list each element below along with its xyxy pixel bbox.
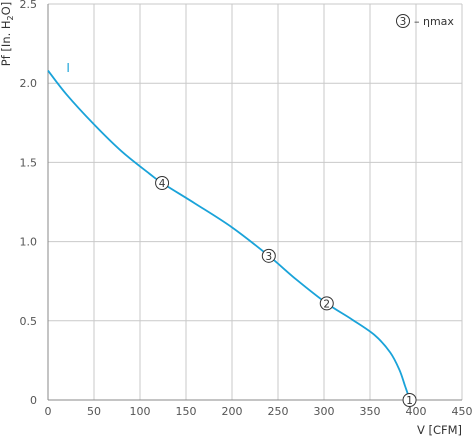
tick-labels: 0 50 100 150 200 250 300 350 400 450 0 0.5 1.0 1.5 2.0… (20, 0, 473, 418)
legend-marker-circle (396, 14, 410, 28)
curve-point-marker (155, 175, 170, 190)
y-axis-label: Pf [In. H2O] (0, 2, 15, 66)
y-tick-label: 0 (30, 394, 37, 407)
y-tick-label: 1.0 (20, 236, 38, 249)
legend-label: – ηmax (414, 15, 454, 28)
y-tick-label: 2.5 (20, 0, 38, 11)
markers: 1 2 3 4 (155, 175, 417, 407)
curve-point-label: 4 (159, 178, 166, 190)
curve-point-label: 1 (406, 395, 413, 407)
x-tick-label: 250 (268, 405, 289, 418)
x-tick-label: 100 (130, 405, 151, 418)
y-axis-label-end: O] (0, 2, 13, 16)
x-tick-label: 450 (452, 405, 473, 418)
legend: 3 – ηmax (396, 14, 454, 28)
series-line (47, 69, 411, 401)
grid (47, 3, 463, 401)
x-tick-label: 150 (176, 405, 197, 418)
y-tick-label: 0.5 (20, 315, 38, 328)
y-axis-label-subscript: 2 (6, 15, 15, 20)
x-tick-label: 200 (222, 405, 243, 418)
legend-marker-label: 3 (400, 16, 407, 28)
x-tick-label: 0 (45, 405, 52, 418)
curve-point-label: 3 (265, 251, 272, 263)
x-tick-label: 300 (314, 405, 335, 418)
x-tick-label: 50 (87, 405, 101, 418)
axes (47, 4, 462, 401)
x-tick-label: 350 (360, 405, 381, 418)
series-label: I (66, 61, 70, 75)
curve-point-marker (261, 248, 276, 263)
x-tick-label: 400 (406, 405, 427, 418)
curve-point-label: 2 (323, 298, 330, 310)
y-axis-label-main: Pf [In. H (0, 20, 13, 66)
y-tick-label: 2.0 (20, 77, 38, 90)
curve-point-marker (319, 296, 334, 311)
curve-point-marker (402, 393, 417, 407)
x-axis-label: V [CFM] (417, 423, 462, 437)
y-tick-label: 1.5 (20, 156, 38, 169)
series-layer: I (47, 61, 411, 401)
